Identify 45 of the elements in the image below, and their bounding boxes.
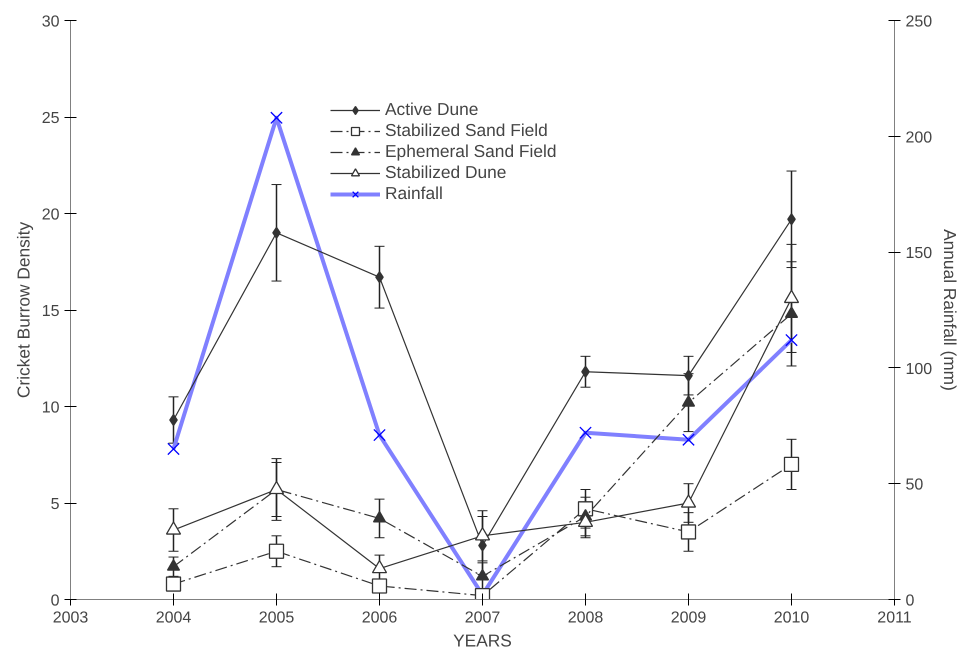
y-tick-label: 25 bbox=[42, 110, 60, 127]
y-tick-label: 10 bbox=[42, 400, 60, 416]
legend-label: Active Dune bbox=[385, 99, 478, 120]
point bbox=[272, 226, 281, 239]
y2-tick-label: 100 bbox=[906, 360, 932, 378]
point bbox=[372, 560, 388, 574]
legend-label: Rainfall bbox=[385, 183, 443, 204]
legend-label: Stabilized Dune bbox=[385, 162, 506, 183]
point bbox=[680, 494, 696, 508]
point bbox=[474, 527, 490, 540]
y2-axis-title: Annual Rainfall (mm) bbox=[940, 229, 960, 391]
point bbox=[581, 366, 590, 378]
point bbox=[784, 456, 800, 472]
point bbox=[578, 514, 594, 527]
point bbox=[784, 306, 798, 318]
x-tick-label: 2007 bbox=[464, 610, 500, 626]
y-tick-label: 20 bbox=[42, 206, 60, 224]
point bbox=[787, 213, 796, 226]
x-tick-label: 2009 bbox=[670, 610, 706, 626]
x-tick-label: 2010 bbox=[774, 610, 810, 626]
y2-tick-label: 200 bbox=[906, 129, 932, 146]
y2-tick-label: 0 bbox=[906, 592, 914, 610]
x-tick-label: 2004 bbox=[156, 610, 192, 626]
point bbox=[682, 395, 696, 407]
y-tick-label: 15 bbox=[42, 303, 60, 320]
y-axis-title: Cricket Burrow Density bbox=[14, 222, 34, 398]
x-tick-label: 2011 bbox=[877, 610, 912, 626]
y-tick-label: 0 bbox=[50, 592, 60, 610]
point bbox=[166, 521, 182, 535]
x-tick-label: 2006 bbox=[362, 610, 398, 626]
legend-label: Stabilized Sand Field bbox=[385, 120, 548, 141]
point bbox=[372, 510, 386, 523]
y2-tick-label: 50 bbox=[906, 476, 924, 494]
y2-tick-label: 250 bbox=[906, 14, 932, 30]
x-tick-label: 2003 bbox=[52, 610, 88, 626]
point bbox=[166, 559, 180, 571]
y2-tick-label: 150 bbox=[906, 245, 932, 262]
x-tick-label: 2005 bbox=[258, 610, 294, 626]
point bbox=[476, 568, 490, 580]
legend-label: Ephemeral Sand Field bbox=[385, 141, 556, 162]
x-axis-title: YEARS bbox=[453, 630, 512, 650]
x-tick-label: 2008 bbox=[568, 610, 604, 626]
y-tick-label: 30 bbox=[42, 14, 60, 30]
point bbox=[375, 271, 384, 284]
y-tick-label: 5 bbox=[50, 496, 60, 513]
